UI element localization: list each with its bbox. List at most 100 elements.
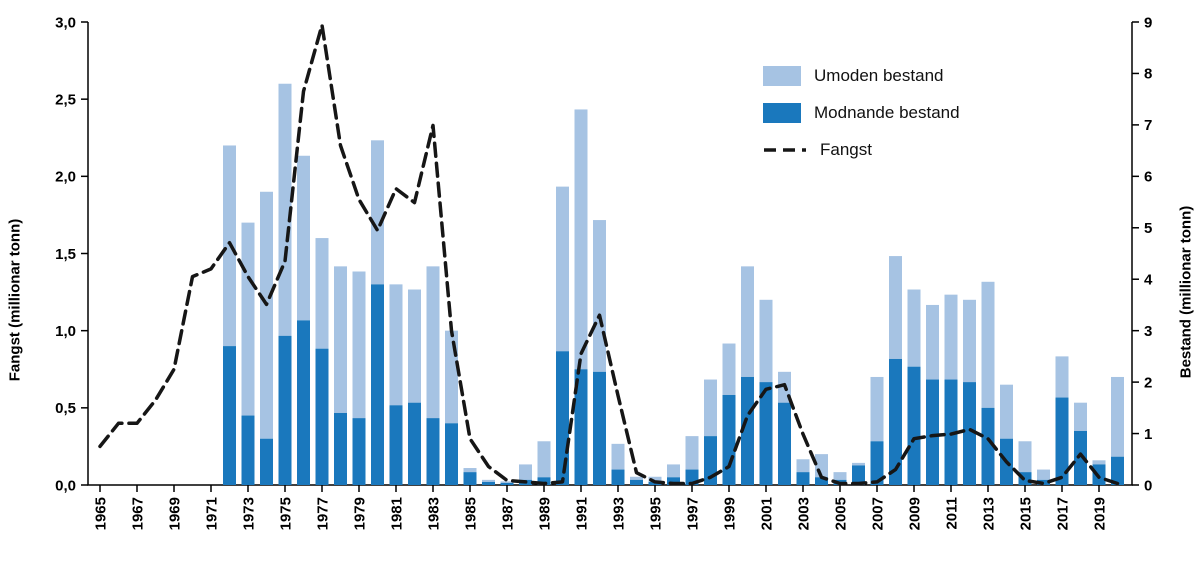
- x-axis-tick-label: 2003: [796, 497, 813, 530]
- bar-modnande: [907, 366, 921, 485]
- x-axis-tick-label: 2009: [907, 497, 924, 530]
- right-axis-tick-label: 4: [1144, 271, 1153, 288]
- bar-modnande: [223, 346, 236, 485]
- bar-modnande: [1055, 397, 1069, 485]
- bar-modnande: [611, 469, 625, 485]
- fangst-line: [98, 23, 1120, 486]
- legend-item-umoden: Umoden bestand: [763, 66, 960, 86]
- legend-label-umoden: Umoden bestand: [814, 66, 944, 85]
- modnande-swatch-icon: [763, 103, 801, 123]
- bar-umoden: [759, 299, 773, 383]
- bar-umoden: [445, 330, 458, 424]
- legend-label-modnande: Modnande bestand: [814, 103, 960, 122]
- bar-modnande: [408, 402, 421, 485]
- bar-modnande: [963, 382, 976, 485]
- bar-umoden: [241, 222, 255, 416]
- bar-umoden: [852, 462, 865, 466]
- bar-umoden: [1074, 402, 1087, 431]
- bar-modnande: [426, 418, 440, 485]
- left-axis-tick-label: 2,0: [55, 169, 76, 186]
- x-axis-tick-label: 1975: [278, 497, 295, 530]
- bar-modnande: [334, 412, 347, 485]
- left-axis-tick-label: 3,0: [55, 14, 76, 31]
- umoden-swatch-icon: [763, 66, 801, 86]
- x-axis-tick-label: 1977: [315, 497, 332, 530]
- bar-modnande: [852, 465, 865, 485]
- bar-modnande: [500, 482, 514, 485]
- bar-umoden: [463, 468, 477, 473]
- bar-umoden: [556, 186, 569, 352]
- left-axis-tick-label: 1,0: [55, 323, 76, 340]
- x-axis-tick-label: 2011: [944, 497, 961, 530]
- bar-modnande: [926, 379, 939, 485]
- bar-modnande: [981, 407, 995, 485]
- bar-umoden: [519, 464, 532, 480]
- bar-umoden: [667, 464, 680, 478]
- bar-modnande: [556, 351, 569, 485]
- x-axis-tick-label: 1993: [611, 497, 628, 530]
- bar-umoden: [389, 284, 403, 406]
- bar-modnande: [352, 418, 366, 485]
- bar-umoden: [907, 289, 921, 367]
- bar-modnande: [944, 379, 958, 485]
- bar-umoden: [870, 376, 884, 442]
- bar-umoden: [537, 441, 551, 478]
- x-axis-tick-label: 1987: [500, 497, 517, 530]
- bar-modnande: [759, 382, 773, 485]
- x-axis-tick-label: 2005: [833, 497, 850, 530]
- x-axis-tick-label: 2017: [1055, 497, 1072, 530]
- bar-umoden: [722, 343, 736, 395]
- bar-modnande: [574, 369, 588, 485]
- bar-umoden: [482, 479, 495, 482]
- x-axis-tick-label: 2015: [1018, 497, 1035, 530]
- bar-umoden: [574, 109, 588, 370]
- bar-modnande: [741, 376, 754, 485]
- legend-label-fangst: Fangst: [820, 140, 872, 159]
- bar-modnande: [241, 415, 255, 485]
- right-axis-tick-label: 6: [1144, 169, 1152, 186]
- bar-modnande: [278, 335, 292, 485]
- bar-umoden: [648, 476, 662, 482]
- bar-umoden: [1018, 441, 1032, 473]
- bar-modnande: [667, 477, 680, 485]
- bar-modnande: [389, 405, 403, 485]
- x-axis-tick-label: 1995: [648, 497, 665, 530]
- bar-modnande: [463, 472, 477, 485]
- left-axis-title: Fangst (millionar tonn): [6, 218, 24, 382]
- left-axis-tick-label: 2,5: [55, 91, 76, 108]
- bar-modnande: [315, 348, 329, 485]
- bar-umoden: [408, 289, 421, 403]
- left-axis-tick-label: 0,5: [55, 400, 76, 417]
- x-axis-tick-label: 1965: [93, 497, 110, 530]
- bar-modnande: [260, 438, 273, 485]
- right-axis-tick-label: 3: [1144, 323, 1152, 340]
- bar-umoden: [963, 299, 976, 383]
- right-axis-tick-label: 2: [1144, 374, 1152, 391]
- right-axis-tick-label: 7: [1144, 117, 1152, 134]
- bar-modnande: [889, 358, 902, 485]
- right-axis-tick-label: 5: [1144, 220, 1152, 237]
- bar-umoden: [944, 294, 958, 380]
- bar-umoden: [611, 443, 625, 470]
- bar-umoden: [352, 271, 366, 419]
- bar-umoden: [297, 155, 310, 321]
- x-axis-tick-label: 2019: [1092, 497, 1109, 530]
- right-axis-tick-label: 9: [1144, 14, 1152, 31]
- bar-modnande: [815, 477, 828, 485]
- bar-umoden: [704, 379, 717, 437]
- x-axis-tick-label: 1991: [574, 497, 591, 530]
- left-axis-tick-label: 1,5: [55, 246, 76, 263]
- bar-modnande: [778, 402, 791, 485]
- right-axis-title: Bestand (millionar tonn): [1177, 205, 1195, 379]
- bar-umoden: [593, 220, 606, 372]
- bar-umoden: [315, 238, 329, 349]
- bar-umoden: [426, 266, 440, 419]
- bar-umoden: [1037, 469, 1050, 480]
- legend: Umoden bestand Modnande bestand Fangst: [763, 66, 960, 160]
- x-axis-tick-label: 2007: [870, 497, 887, 530]
- x-axis-tick-label: 1997: [685, 497, 702, 530]
- bar-umoden: [981, 281, 995, 408]
- legend-item-fangst: Fangst: [763, 140, 960, 160]
